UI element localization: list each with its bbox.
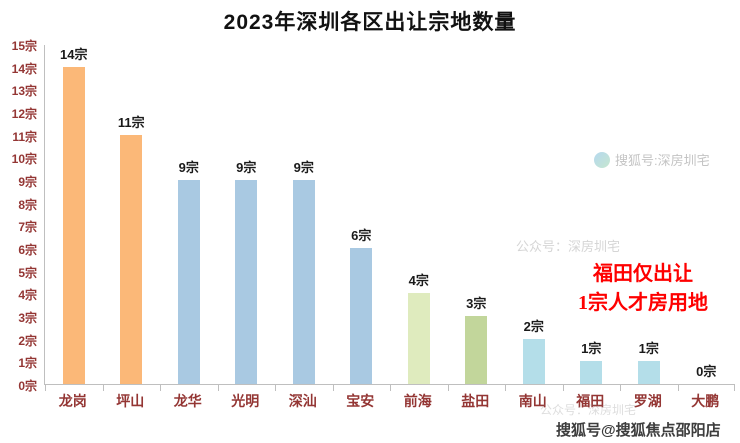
watermark-middle: 公众号：深房圳宅 [516,239,621,254]
bar-value-label: 4宗 [408,273,429,289]
bar-龙华 [177,180,200,384]
y-tick-label: 0宗 [18,379,37,393]
y-tick-label: 5宗 [18,265,37,280]
bar-光明 [235,180,258,384]
watermark-top-right: 搜狐号:深房圳宅 [594,150,710,169]
bar-盐田 [465,316,488,384]
bar-value-label: 0宗 [696,364,717,379]
bar-深汕 [292,180,315,384]
watermark-text: 搜狐号:深房圳宅 [615,153,710,168]
y-tick-label: 8宗 [18,197,37,212]
x-axis-tick [102,384,104,391]
bar-value-label: 2宗 [523,318,544,334]
x-axis: 龙岗 坪山 龙华 光明 深汕 宝安 前海 盐田 南山 福田 罗湖 大鹏 [44,391,734,413]
bar-value-label: 1宗 [581,341,602,357]
x-axis-tick [45,384,46,391]
bar-value-label: 9宗 [293,160,314,175]
x-axis-tick [677,384,679,391]
y-tick-label: 3宗 [18,311,37,325]
chart-annotation: 福田仅出让 1宗人才房用地 [550,260,736,318]
y-tick-label: 15宗 [11,39,37,53]
watermark-bottom-right: 搜狐号@搜狐焦点邵阳店 [556,422,721,439]
x-axis-tick [505,384,506,391]
chart-title: 2023年深圳各区出让宗地数量 [223,11,517,34]
x-tick-label: 龙岗 [58,393,87,409]
bar-宝安 [350,248,373,384]
bar-value-label: 14宗 [60,46,88,62]
bar-value-label: 9宗 [236,160,257,175]
x-axis-tick [734,384,735,391]
x-axis-tick [562,384,564,391]
x-tick-label: 光明 [231,393,260,409]
x-axis-tick [332,384,334,391]
y-tick-label: 4宗 [18,288,37,303]
x-tick-label: 坪山 [116,393,145,409]
y-tick-label: 13宗 [11,84,37,99]
plot-area: 14宗 11宗 9宗 9宗 9宗 6宗 4宗 3宗 2宗 1宗 1宗 0宗 [44,45,735,391]
x-tick-label: 盐田 [461,393,490,409]
annotation-line-2: 1宗人才房用地 [578,292,708,314]
bar-value-label: 9宗 [178,160,199,175]
bar-value-label: 3宗 [466,296,487,311]
x-axis-tick [217,384,219,391]
y-tick-label: 6宗 [18,243,37,257]
y-tick-label: 1宗 [18,356,37,371]
x-tick-label: 福田 [576,393,605,409]
x-axis-tick [447,384,449,391]
x-tick-label: 大鹏 [691,393,720,409]
x-tick-label: 龙华 [173,393,202,409]
x-axis-tick [160,384,161,391]
x-tick-label: 深汕 [288,393,317,409]
y-axis: 0宗 1宗 2宗 3宗 4宗 5宗 6宗 7宗 8宗 9宗 10宗 11宗 12宗 13宗 14宗 15宗 [0,39,40,393]
y-tick-label: 14宗 [11,61,37,76]
bar-福田 [580,361,603,384]
y-tick-label: 2宗 [18,333,37,348]
bar-龙岗 [62,66,85,384]
x-tick-label: 宝安 [346,393,375,409]
y-tick-label: 9宗 [18,175,37,189]
bar-value-label: 11宗 [117,114,145,130]
x-tick-label: 前海 [403,393,432,409]
y-tick-label: 10宗 [11,152,37,167]
y-tick-label: 11宗 [12,129,37,144]
bar-value-label: 1宗 [638,341,659,357]
bar-坪山 [120,134,143,384]
x-axis-tick [275,384,276,391]
watermark-bottom-faint: 公众号：深房圳宅 [540,403,637,417]
x-axis-tick [620,384,621,391]
y-tick-label: 12宗 [11,107,37,121]
bar-value-label: 6宗 [351,228,372,243]
watermark-logo-icon [594,151,610,168]
x-tick-label: 南山 [518,393,547,409]
bar-前海 [407,293,430,384]
y-tick-label: 7宗 [18,220,37,235]
bar-罗湖 [637,361,660,384]
annotation-line-1: 福田仅出让 [593,263,693,285]
x-axis-tick [390,384,391,391]
bar-南山 [522,338,545,384]
x-tick-label: 罗湖 [633,393,662,409]
